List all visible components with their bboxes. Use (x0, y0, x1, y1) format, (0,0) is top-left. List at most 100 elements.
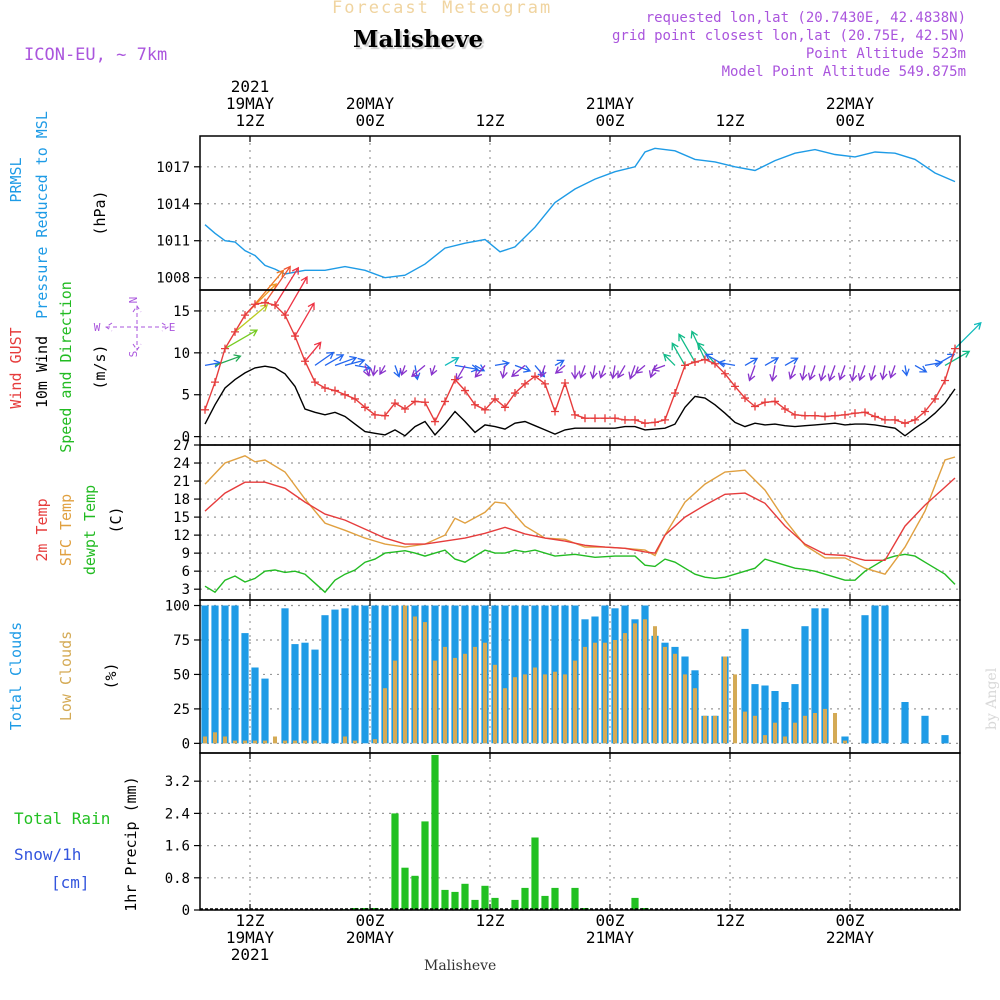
wind-direction-arrow (554, 359, 565, 367)
low-clouds-bar (403, 605, 407, 744)
low-clouds-bar (513, 677, 517, 744)
wind-gust-line-marker (741, 394, 749, 403)
low-clouds-bar (713, 715, 717, 744)
time-label-bottom: 21MAY (586, 928, 635, 947)
wind-gust-line-marker (941, 376, 949, 385)
low-clouds-bar (393, 660, 397, 744)
y-tick-label: 1017 (156, 160, 190, 176)
rain-bar (401, 867, 409, 910)
pressure-line (204, 147, 956, 279)
dewpt-temp-label: dewpt Temp (81, 485, 99, 575)
low-clouds-bar (473, 646, 477, 744)
wind-direction-arrow (554, 364, 566, 374)
wind-gust-line-marker (651, 418, 659, 427)
wind-direction-arrow (857, 365, 866, 382)
time-label-top: 00Z (596, 111, 625, 130)
low-clouds-bar (373, 739, 377, 744)
wind-direction-arrow (578, 365, 587, 379)
clouds-unit: (%) (102, 662, 120, 689)
low-clouds-bar (653, 626, 657, 744)
low-clouds-bar (483, 642, 487, 744)
total-clouds-bar (881, 605, 889, 744)
wind-speed-line (204, 365, 956, 437)
wind-gust-line-marker (461, 386, 469, 395)
wind-direction-arrow (628, 365, 637, 380)
wind-gust-line-marker (431, 417, 439, 426)
total-clouds-bar (921, 715, 929, 744)
total-clouds-bar (901, 702, 909, 744)
low-clouds-label: Low Clouds (57, 631, 75, 721)
low-clouds-bar (213, 732, 217, 744)
rain-bar (471, 899, 479, 910)
low-clouds-bar (763, 735, 767, 744)
total-clouds-bar (741, 628, 749, 744)
time-label-bottom: 00Z (836, 911, 865, 930)
total-clouds-bar (291, 644, 299, 744)
wind-gust-line-marker (781, 404, 789, 413)
wind-gust-line-marker (511, 389, 519, 398)
wind-gust-line-marker (341, 390, 349, 399)
time-label-top: 00Z (356, 111, 385, 130)
y-tick-label: 10 (173, 346, 190, 362)
time-label-bottom: 00Z (596, 911, 625, 930)
footer-location: Malisheve (424, 958, 497, 974)
low-clouds-bar (243, 740, 247, 744)
wind-direction-arrow (799, 365, 808, 381)
y-tick-label: 5 (182, 388, 190, 404)
low-clouds-bar (523, 674, 527, 744)
low-clouds-bar (823, 708, 827, 744)
time-label-top: 12Z (476, 111, 505, 130)
low-clouds-bar (833, 713, 837, 744)
rain-bar (481, 885, 489, 910)
low-clouds-bar (633, 623, 637, 744)
precip-unit: 1hr Precip (mm) (122, 776, 140, 911)
total-clouds-bar (331, 609, 339, 744)
low-clouds-bar (773, 722, 777, 744)
total-clouds-bar (241, 633, 249, 744)
wind-gust-line-marker (541, 379, 549, 388)
wind-gust-line-marker (681, 361, 689, 370)
rain-bar (571, 887, 579, 910)
temp-unit: (C) (107, 506, 125, 533)
wind-direction-arrow (807, 365, 816, 381)
total-clouds-bar (501, 605, 509, 744)
wind-direction-arrow (617, 365, 626, 379)
total-clouds-bar (211, 605, 219, 744)
wind-gust-line-marker (881, 415, 889, 424)
wind-gust-line-marker (301, 357, 309, 366)
wind-gust-line-marker (671, 389, 679, 398)
precip-frame (199, 752, 961, 911)
wind-gust-line-marker (401, 404, 409, 413)
total-clouds-bar (511, 605, 519, 744)
wind-direction-arrow (399, 365, 408, 377)
wind-direction-arrow (598, 365, 607, 379)
compass-n: N (127, 297, 140, 304)
wind-gust-line-marker (711, 359, 719, 368)
low-clouds-bar (743, 711, 747, 744)
low-clouds-bar (603, 642, 607, 744)
time-label-top: 12Z (236, 111, 265, 130)
wind-gust-line-marker (641, 419, 649, 428)
wind-gust-line-marker (391, 399, 399, 408)
y-tick-label: 0 (182, 736, 190, 752)
total-clouds-bar (871, 605, 879, 744)
wind-direction-arrow (454, 364, 479, 373)
wind-gust-line-marker (551, 407, 559, 416)
wind-gust-line-marker (221, 344, 229, 353)
low-clouds-bar (283, 740, 287, 744)
wind-gust-line-marker (811, 411, 819, 420)
wind-gust-line-marker (521, 379, 529, 388)
wind-gust-line-marker (611, 414, 619, 423)
y-tick-label: 21 (173, 474, 190, 490)
time-label-top: 22MAY (826, 94, 875, 113)
total-clouds-bar (371, 605, 379, 744)
wind-direction-arrow (499, 365, 508, 379)
low-clouds-bar (533, 667, 537, 744)
wind-direction-arrow (914, 364, 928, 373)
total-clouds-bar (791, 684, 799, 744)
compass-rose (105, 305, 169, 351)
pressure-label-long: Pressure Reduced to MSL (33, 111, 51, 319)
wind-gust-line-marker (821, 412, 829, 421)
pressure-label: PRMSL (7, 157, 25, 202)
time-label-bottom: 00Z (356, 911, 385, 930)
